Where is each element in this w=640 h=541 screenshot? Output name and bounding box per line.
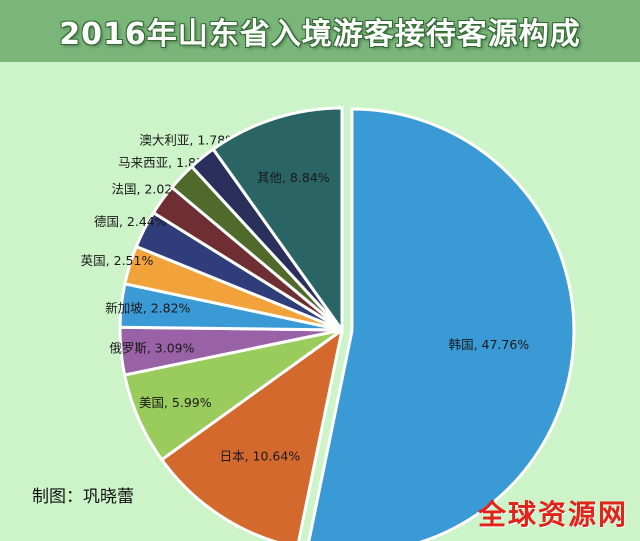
title-bar: 2016年山东省入境游客接待客源构成 [0,0,640,62]
pie-slice-1 [307,107,576,541]
slice-label-10: 澳大利亚, 1.78% [139,132,237,147]
pie-slice-11 [211,106,344,335]
slice-label-11: 其他, 8.84% [257,170,330,185]
slice-label-1: 韩国, 47.76% [449,337,530,352]
slice-label-8: 法国, 2.02% [112,181,185,196]
slice-label-6: 英国, 2.51% [81,253,154,268]
page-title: 2016年山东省入境游客接待客源构成 [59,17,581,52]
watermark-logo: 全球资源网 [477,498,628,531]
slice-label-5: 新加坡, 2.82% [105,300,190,315]
pie-chart: 韩国, 47.76% 日本, 10.64% 美国, 5.99% 俄罗斯, 3.09% 新… [81,106,576,541]
slice-label-3: 美国, 5.99% [139,395,212,410]
slice-label-2: 日本, 10.64% [220,449,301,464]
pie-slice-2 [159,326,345,541]
slice-label-7: 德国, 2.44% [94,214,167,229]
slice-label-4: 俄罗斯, 3.09% [109,340,194,355]
chart-credit: 制图：巩晓蕾 [32,487,134,507]
